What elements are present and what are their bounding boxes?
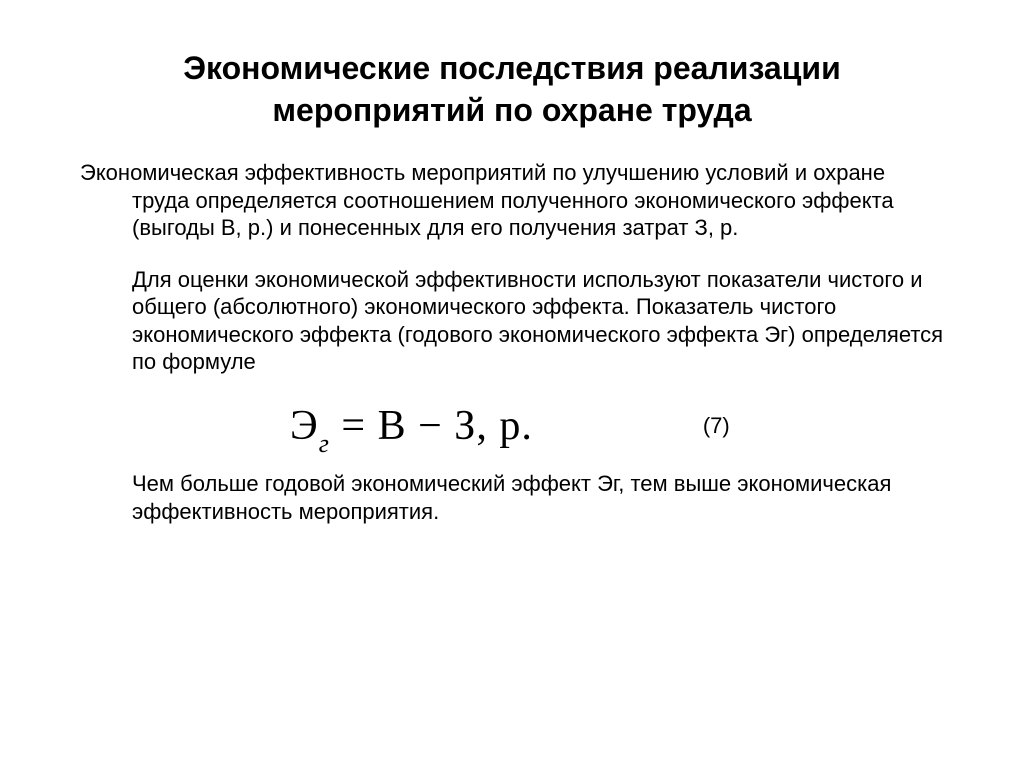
slide-container: Экономические последствия реализации мер…: [0, 0, 1024, 767]
title-line-1: Экономические последствия реализации: [183, 50, 840, 86]
formula-expression: Эг = В − З, р.: [290, 400, 533, 453]
title-line-2: мероприятий по охране труда: [272, 92, 751, 128]
formula-row: Эг = В − З, р. (7): [80, 400, 944, 453]
paragraph-2: Для оценки экономической эффективности и…: [80, 266, 944, 376]
formula-rhs: = В − З, р.: [330, 403, 533, 449]
formula-lhs-sub: г: [319, 429, 330, 458]
slide-title: Экономические последствия реализации мер…: [80, 48, 944, 131]
formula-lhs-base: Э: [290, 403, 319, 449]
equation-number: (7): [703, 412, 730, 440]
slide-body: Экономическая эффективность мероприятий …: [80, 159, 944, 525]
paragraph-3: Чем больше годовой экономический эффект …: [80, 470, 944, 525]
paragraph-1: Экономическая эффективность мероприятий …: [80, 159, 944, 242]
